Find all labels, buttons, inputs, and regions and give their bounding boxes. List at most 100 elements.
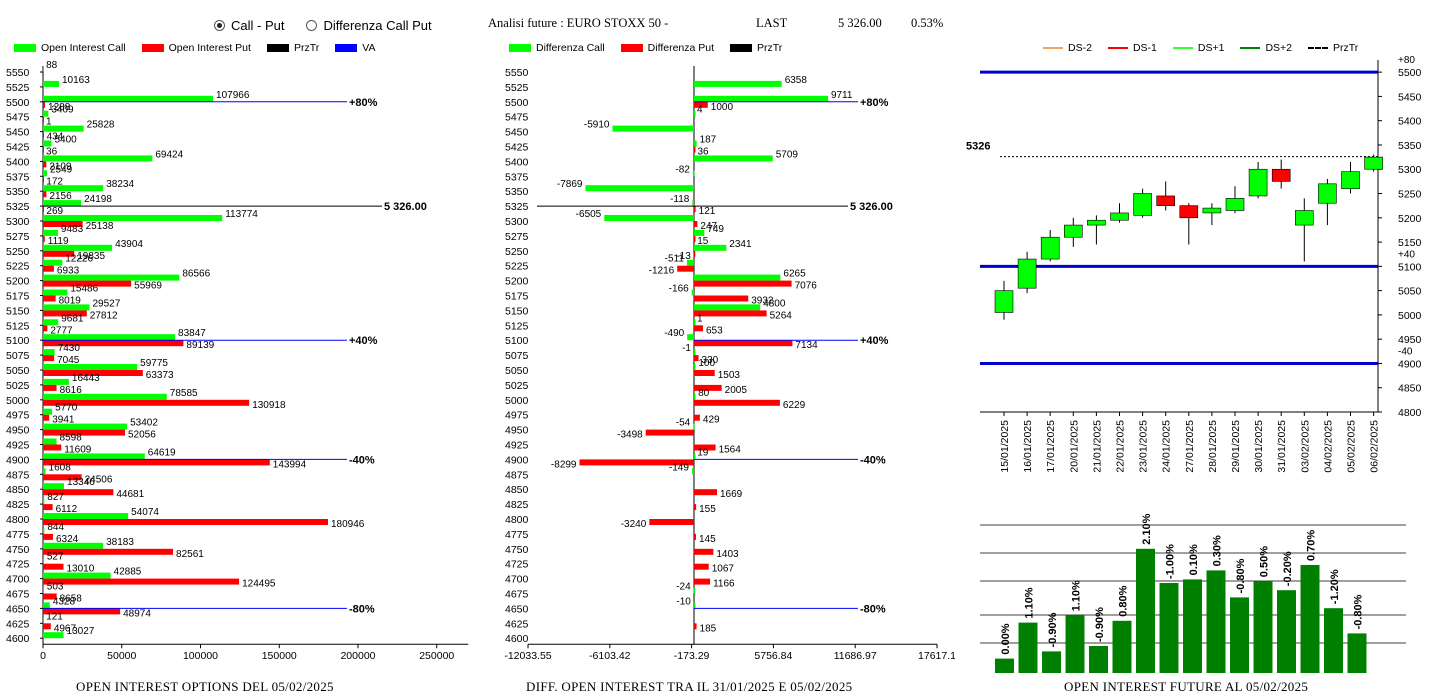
strike-label: 4975 <box>505 410 529 422</box>
diff-value-label: -5910 <box>584 120 610 131</box>
diff-value-label: 1000 <box>711 102 734 113</box>
y-tick-label: 5150 <box>1398 237 1422 249</box>
diff-value-label: 4800 <box>763 298 786 309</box>
diff-bar <box>693 444 716 451</box>
future-bar-label: -1.00% <box>1165 544 1177 579</box>
reference-label: +80% <box>860 97 889 109</box>
strike-label: 4625 <box>6 618 30 630</box>
legend-item: Differenza Put <box>620 42 714 54</box>
strike-label: 5400 <box>6 156 30 168</box>
put-bar <box>43 101 46 108</box>
diff-bar <box>693 384 722 391</box>
diff-value-label: 247 <box>700 221 717 232</box>
legend-label: VA <box>362 42 376 54</box>
diff-value-label: 1564 <box>719 445 742 456</box>
diff-value-label: -149 <box>669 462 689 473</box>
put-bar <box>43 519 328 525</box>
caption-mid: DIFF. OPEN INTEREST TRA IL 31/01/2025 E … <box>526 679 853 694</box>
diff-value-label: 653 <box>706 325 723 336</box>
strike-label: 5425 <box>6 142 30 154</box>
diff-value-label: 4 <box>697 105 703 116</box>
strike-label: 4825 <box>505 499 529 511</box>
candle-body <box>1248 168 1268 197</box>
strike-label: 5200 <box>505 276 529 288</box>
legend-label: DS+2 <box>1265 42 1292 54</box>
radio-call-put[interactable]: Call - Put <box>214 18 284 33</box>
put-value-label: 143994 <box>273 459 307 470</box>
call-value-label: 83847 <box>178 328 206 339</box>
future-bar <box>1183 579 1202 673</box>
diff-bar <box>693 140 697 147</box>
diff-value-label: -3498 <box>617 430 643 441</box>
put-bar <box>43 504 53 511</box>
call-bar <box>43 408 53 415</box>
date-label: 15/01/2025 <box>999 420 1011 473</box>
put-bar <box>43 340 184 347</box>
reference-label: -80% <box>860 603 886 615</box>
call-value-label: 844 <box>47 522 64 533</box>
diff-value-label: 5264 <box>770 310 793 321</box>
call-bar <box>43 468 46 475</box>
diff-value-label: 15 <box>697 236 709 247</box>
candle-body <box>1133 193 1152 216</box>
strike-label: 5525 <box>505 82 529 94</box>
strike-label: 5425 <box>505 142 529 154</box>
diff-bar <box>693 489 718 496</box>
future-oi-chart: 0.00% 1.10% -0.90% 1.10% -0.90% 0.80% 2.10% -1.… <box>980 513 1406 673</box>
strike-label: 5500 <box>6 97 30 109</box>
diff-bar <box>693 319 696 326</box>
x-tick-label: 100000 <box>183 650 218 662</box>
diff-value-label: 1503 <box>718 370 741 381</box>
future-bar-label: -0.80% <box>1235 558 1247 593</box>
legend-item: Differenza Call <box>509 42 605 54</box>
date-label: 04/02/2025 <box>1322 420 1334 473</box>
put-value-label: 130918 <box>252 400 286 411</box>
put-bar <box>43 146 44 153</box>
legend-label: DS-1 <box>1132 42 1157 54</box>
future-bar-label: 1.10% <box>1024 587 1036 618</box>
legend-left: Open Interest Call Open Interest Put PrzTr… <box>14 42 375 54</box>
diff-bar <box>693 423 695 430</box>
put-bar <box>43 578 240 585</box>
candle-body <box>1225 198 1245 211</box>
future-bar <box>1136 548 1155 673</box>
candlestick-chart: 4800 4850 4900 4950 5000 5050 5100 5150 5200 5250… <box>966 55 1422 473</box>
strike-label: 5550 <box>6 67 30 79</box>
date-label: 03/02/2025 <box>1299 420 1311 473</box>
y-tick-label: 5250 <box>1398 189 1422 201</box>
x-tick-label: 0 <box>40 650 46 662</box>
last-value: 5 326.00 <box>838 16 882 30</box>
legend-swatch <box>14 44 36 52</box>
legend-item: VA <box>335 42 375 54</box>
put-value-label: 172 <box>46 176 63 187</box>
y-tick-label: 5450 <box>1398 91 1422 103</box>
legend-swatch <box>620 44 643 52</box>
call-bar <box>43 498 45 505</box>
diff-bar <box>693 578 711 585</box>
strike-label: 5000 <box>505 395 529 407</box>
diff-bar <box>693 355 699 362</box>
y-tick-label: 4800 <box>1398 407 1422 419</box>
strike-label: 5050 <box>6 365 30 377</box>
put-value-label: 82561 <box>176 549 204 560</box>
x-tick-label: 50000 <box>107 650 136 662</box>
strike-label: 5250 <box>505 246 529 258</box>
strike-label: 4875 <box>505 469 529 481</box>
call-bar <box>43 140 52 147</box>
put-bar <box>43 280 132 287</box>
date-label: 27/01/2025 <box>1184 420 1196 473</box>
radio-differenza[interactable]: Differenza Call Put <box>306 18 432 33</box>
put-value-label: 44681 <box>116 489 144 500</box>
put-value-label: 6933 <box>57 266 80 277</box>
x-tick-label: 11686.97 <box>834 650 877 662</box>
candle-body <box>1202 207 1222 214</box>
call-bar <box>43 244 113 251</box>
diff-bar <box>693 602 696 609</box>
legend-label: Open Interest Put <box>168 42 251 54</box>
diff-value-label: -8299 <box>551 459 577 470</box>
diff-value-label: -82 <box>675 164 690 175</box>
diff-bar <box>604 215 694 221</box>
candle-body <box>1294 210 1314 226</box>
diff-value-label: 1 <box>697 313 703 324</box>
diff-bar <box>692 200 694 207</box>
